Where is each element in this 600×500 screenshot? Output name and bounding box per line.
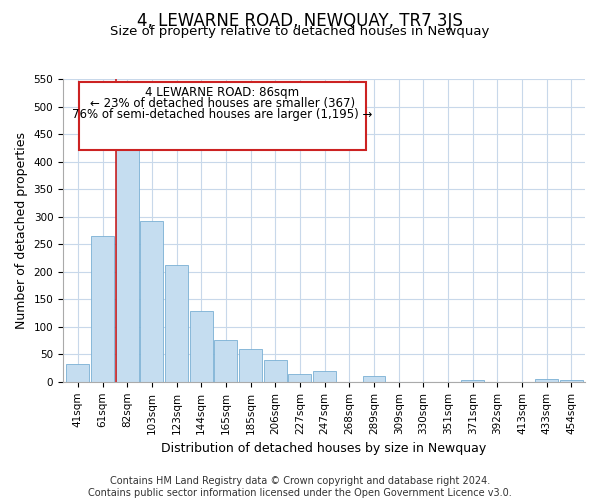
Bar [461,380,484,382]
FancyBboxPatch shape [79,82,366,150]
Bar [313,371,336,382]
Bar [214,340,238,382]
Bar [560,380,583,382]
Bar [264,360,287,382]
X-axis label: Distribution of detached houses by size in Newquay: Distribution of detached houses by size … [161,442,487,455]
Bar [116,146,139,382]
Text: 76% of semi-detached houses are larger (1,195) →: 76% of semi-detached houses are larger (… [72,108,373,121]
Bar [67,364,89,382]
Text: 4 LEWARNE ROAD: 86sqm: 4 LEWARNE ROAD: 86sqm [145,86,299,98]
Text: Contains HM Land Registry data © Crown copyright and database right 2024.
Contai: Contains HM Land Registry data © Crown c… [88,476,512,498]
Bar [239,350,262,382]
Bar [165,264,188,382]
Bar [362,376,385,382]
Bar [190,311,213,382]
Y-axis label: Number of detached properties: Number of detached properties [15,132,28,329]
Bar [140,221,163,382]
Text: ← 23% of detached houses are smaller (367): ← 23% of detached houses are smaller (36… [89,96,355,110]
Text: Size of property relative to detached houses in Newquay: Size of property relative to detached ho… [110,25,490,38]
Bar [91,236,114,382]
Bar [535,379,558,382]
Text: 4, LEWARNE ROAD, NEWQUAY, TR7 3JS: 4, LEWARNE ROAD, NEWQUAY, TR7 3JS [137,12,463,30]
Bar [289,374,311,382]
